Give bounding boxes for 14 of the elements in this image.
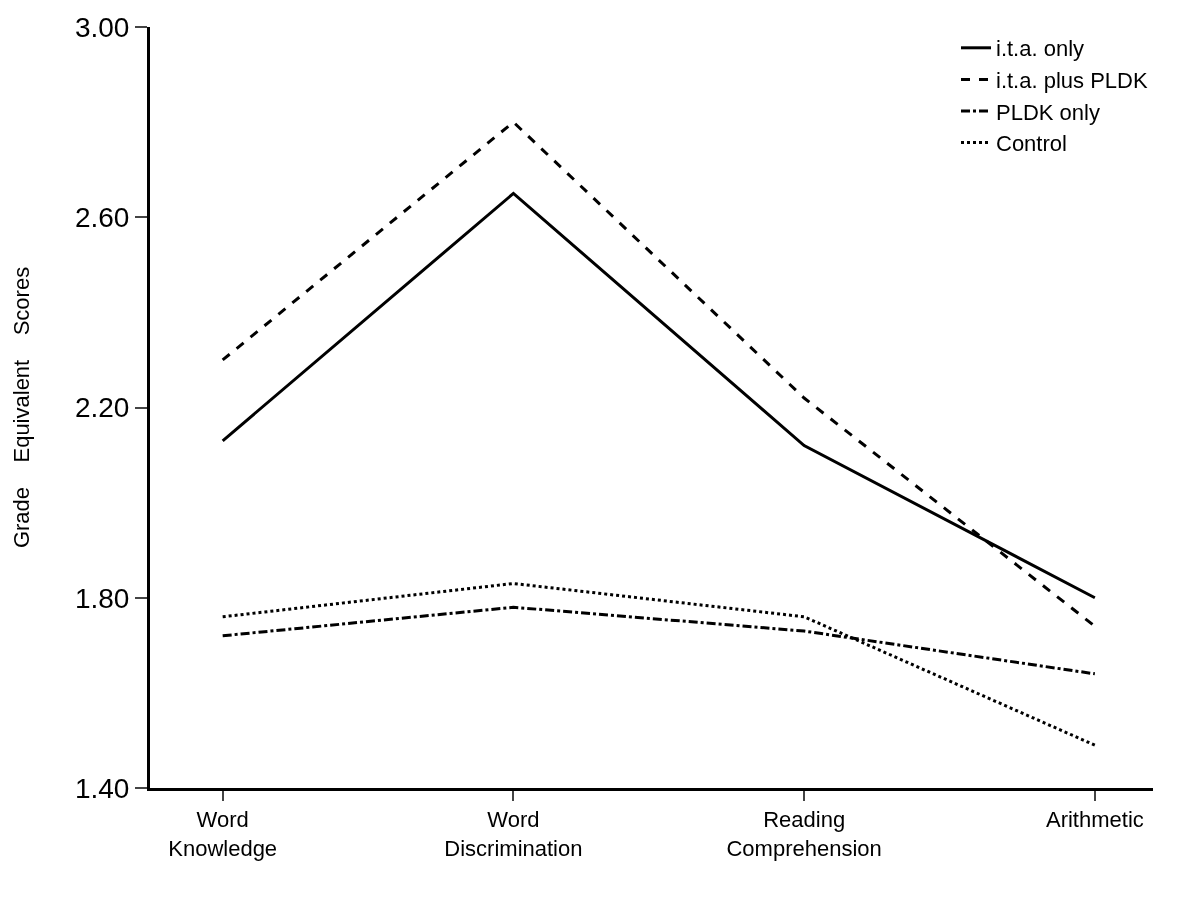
y-tick-label: 2.60 bbox=[74, 202, 130, 234]
x-tick-label: Word Discrimination bbox=[444, 807, 583, 861]
x-tick-label: Arithmetic bbox=[1045, 807, 1144, 833]
legend-label: Control bbox=[996, 131, 1067, 157]
x-tick-label: Word Knowledge bbox=[168, 807, 278, 861]
legend-label: i.t.a. only bbox=[996, 36, 1085, 62]
y-tick-label: 2.20 bbox=[74, 392, 130, 424]
legend-label: PLDK only bbox=[996, 99, 1100, 125]
legend-label: i.t.a. plus PLDK bbox=[996, 67, 1148, 93]
y-tick-label: 1.40 bbox=[74, 772, 130, 804]
x-tick-label: Reading Comprehension bbox=[726, 807, 882, 861]
y-tick-label: 1.80 bbox=[74, 582, 130, 614]
y-axis-title: Grade Equivalent Scores bbox=[8, 266, 34, 549]
y-tick-label: 3.00 bbox=[74, 11, 130, 43]
